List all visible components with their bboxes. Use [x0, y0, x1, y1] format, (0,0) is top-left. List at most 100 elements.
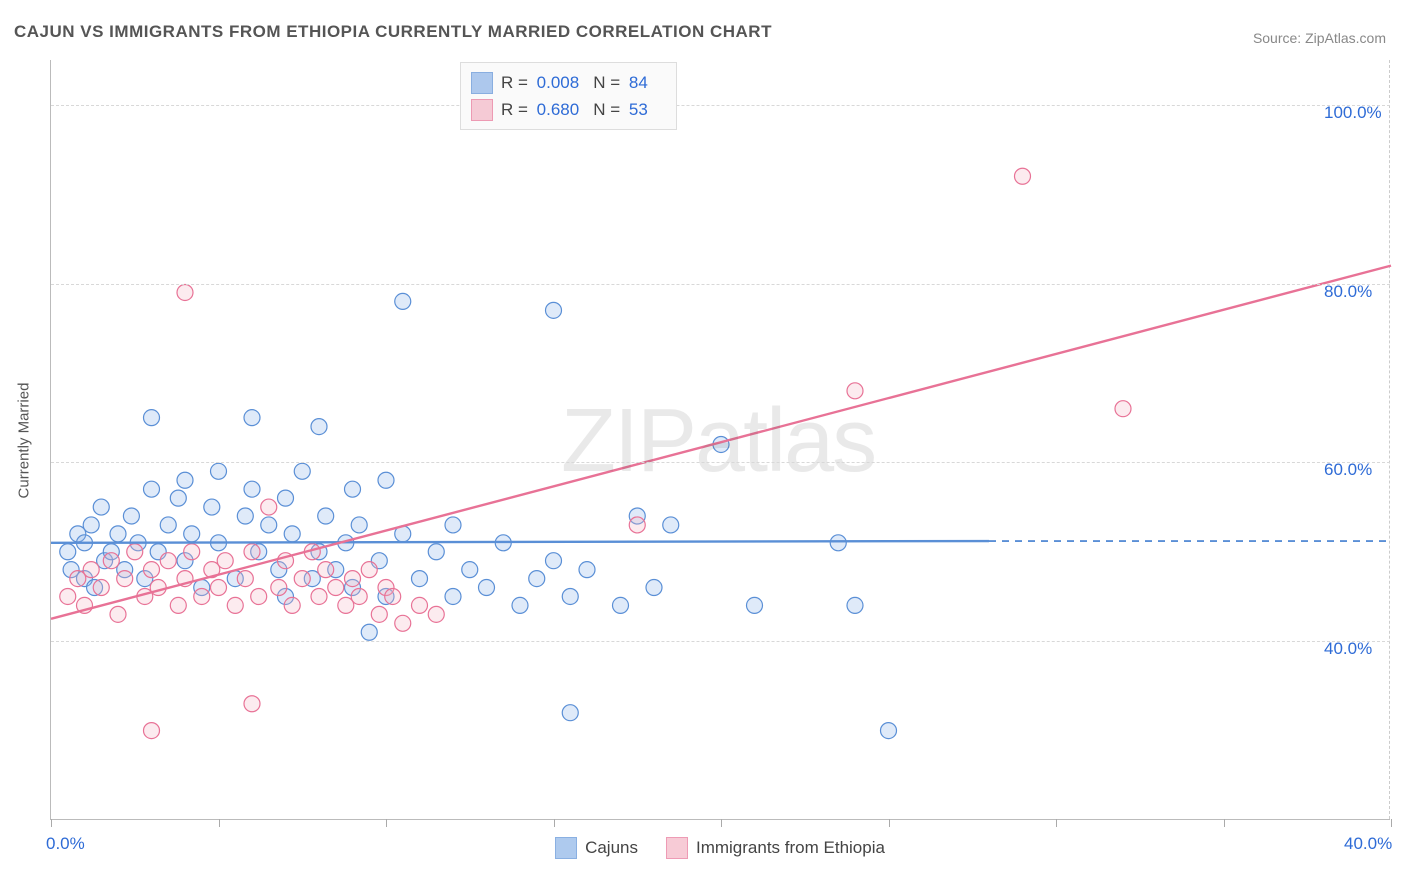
scatter-point	[60, 544, 76, 560]
scatter-point	[83, 562, 99, 578]
scatter-point	[177, 472, 193, 488]
scatter-point	[428, 606, 444, 622]
scatter-point	[144, 481, 160, 497]
x-tick	[554, 819, 555, 827]
x-tick	[386, 819, 387, 827]
scatter-point	[318, 508, 334, 524]
legend-series-item: Immigrants from Ethiopia	[666, 837, 885, 859]
scatter-point	[103, 553, 119, 569]
scatter-point	[211, 463, 227, 479]
scatter-point	[345, 571, 361, 587]
legend-swatch	[555, 837, 577, 859]
y-axis-label-container: Currently Married	[14, 60, 34, 820]
scatter-point	[351, 588, 367, 604]
legend-series-item: Cajuns	[555, 837, 638, 859]
scatter-point	[361, 562, 377, 578]
gridline	[51, 284, 1390, 285]
scatter-point	[747, 597, 763, 613]
scatter-point	[629, 517, 645, 533]
legend-swatch	[666, 837, 688, 859]
scatter-point	[311, 419, 327, 435]
scatter-point	[194, 588, 210, 604]
x-tick	[721, 819, 722, 827]
y-tick-label: 80.0%	[1324, 282, 1372, 302]
scatter-point	[261, 499, 277, 515]
scatter-point	[351, 517, 367, 533]
legend-series-label: Immigrants from Ethiopia	[696, 838, 885, 858]
scatter-point	[847, 383, 863, 399]
scatter-point	[663, 517, 679, 533]
scatter-point	[144, 410, 160, 426]
scatter-point	[345, 481, 361, 497]
scatter-point	[170, 597, 186, 613]
scatter-point	[371, 606, 387, 622]
scatter-point	[412, 597, 428, 613]
scatter-point	[170, 490, 186, 506]
x-tick-label: 40.0%	[1344, 834, 1392, 854]
legend-series-label: Cajuns	[585, 838, 638, 858]
legend-stats: R = 0.008N = 84R = 0.680N = 53	[460, 62, 677, 130]
scatter-point	[184, 526, 200, 542]
legend-swatch	[471, 72, 493, 94]
scatter-point	[579, 562, 595, 578]
scatter-point	[284, 597, 300, 613]
scatter-point	[613, 597, 629, 613]
chart-source: Source: ZipAtlas.com	[1253, 30, 1386, 46]
scatter-point	[244, 481, 260, 497]
scatter-point	[204, 499, 220, 515]
gridline	[51, 641, 1390, 642]
scatter-point	[318, 562, 334, 578]
scatter-point	[244, 544, 260, 560]
y-tick-label: 100.0%	[1324, 103, 1382, 123]
scatter-point	[311, 588, 327, 604]
scatter-point	[412, 571, 428, 587]
scatter-point	[385, 588, 401, 604]
x-tick	[1056, 819, 1057, 827]
scatter-point	[546, 302, 562, 318]
scatter-point	[83, 517, 99, 533]
scatter-point	[251, 588, 267, 604]
scatter-point	[110, 526, 126, 542]
scatter-point	[160, 517, 176, 533]
scatter-point	[261, 517, 277, 533]
scatter-point	[881, 723, 897, 739]
scatter-point	[237, 571, 253, 587]
scatter-point	[177, 284, 193, 300]
scatter-point	[847, 597, 863, 613]
y-tick-label: 40.0%	[1324, 639, 1372, 659]
scatter-point	[562, 705, 578, 721]
scatter-point	[237, 508, 253, 524]
scatter-point	[395, 293, 411, 309]
gridline	[51, 462, 1390, 463]
scatter-point	[378, 472, 394, 488]
scatter-point	[445, 517, 461, 533]
plot-area: ZIPatlas	[50, 60, 1390, 820]
scatter-point	[110, 606, 126, 622]
x-tick	[1224, 819, 1225, 827]
scatter-point	[294, 463, 310, 479]
scatter-point	[184, 544, 200, 560]
scatter-point	[361, 624, 377, 640]
scatter-point	[395, 615, 411, 631]
legend-series: Cajuns Immigrants from Ethiopia	[50, 837, 1390, 864]
x-tick	[51, 819, 52, 827]
scatter-point	[562, 588, 578, 604]
scatter-point	[60, 588, 76, 604]
scatter-point	[278, 490, 294, 506]
scatter-svg	[51, 60, 1390, 819]
x-tick	[889, 819, 890, 827]
scatter-point	[127, 544, 143, 560]
scatter-point	[271, 580, 287, 596]
scatter-point	[227, 597, 243, 613]
scatter-point	[445, 588, 461, 604]
scatter-point	[328, 580, 344, 596]
scatter-point	[211, 580, 227, 596]
scatter-point	[117, 571, 133, 587]
scatter-point	[512, 597, 528, 613]
scatter-point	[462, 562, 478, 578]
gridline	[51, 105, 1390, 106]
scatter-point	[1015, 168, 1031, 184]
x-tick	[219, 819, 220, 827]
scatter-point	[294, 571, 310, 587]
y-tick-label: 60.0%	[1324, 460, 1372, 480]
